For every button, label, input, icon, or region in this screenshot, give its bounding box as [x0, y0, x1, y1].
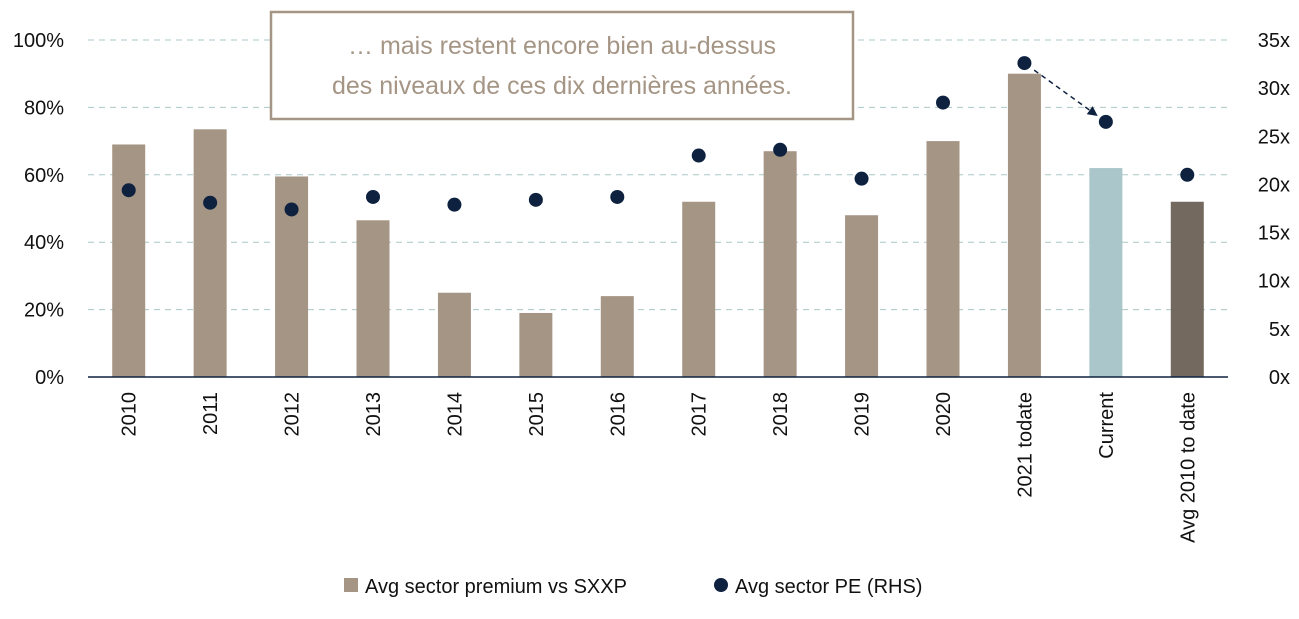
x-tick-2014: 2014: [444, 392, 466, 437]
right-tick-10: 10x: [1258, 271, 1290, 293]
right-tick-15: 15x: [1258, 223, 1290, 245]
pe-dot-2015: [528, 192, 543, 207]
pe-dot-2020: [936, 95, 950, 110]
x-tick-2013: 2013: [363, 392, 385, 437]
right-axis-ticks: 0x 5x 10x 15x 20x 25x 30x 35x: [1258, 30, 1290, 389]
pe-dot-2014: [447, 197, 462, 212]
right-tick-25: 25x: [1258, 126, 1290, 148]
bar-2017: [682, 201, 716, 377]
pe-dot-current: [1098, 114, 1113, 129]
x-axis-ticks: 2010 2011 2012 2013 2014 2015 2016 2017 2018 2019…: [119, 392, 1200, 543]
bar-current: [1089, 168, 1123, 377]
bar-2010: [112, 144, 146, 377]
pe-dot-2017: [691, 148, 706, 163]
pe-dot-2021-todate: [1017, 56, 1032, 71]
left-tick-60: 60%: [24, 165, 64, 187]
bar-2021-todate: [1007, 73, 1041, 377]
left-tick-100: 100%: [13, 30, 64, 52]
pe-dot-2016: [610, 189, 625, 204]
right-tick-30: 30x: [1258, 78, 1290, 100]
bar-2014: [437, 292, 471, 377]
pe-dot-2018: [773, 142, 788, 157]
x-tick-2021-todate: 2021 todate: [1014, 392, 1036, 498]
pe-dots-series: [121, 56, 1195, 217]
x-tick-2017: 2017: [689, 392, 711, 437]
pe-dot-2011: [203, 195, 218, 210]
pe-dot-avg-2010-to-date: [1180, 167, 1195, 182]
legend-dot-swatch: [714, 578, 728, 592]
pe-dot-2010: [121, 183, 136, 198]
right-tick-5: 5x: [1269, 319, 1290, 341]
bar-2020: [926, 141, 960, 377]
left-tick-80: 80%: [24, 97, 64, 119]
pe-dot-2013: [366, 189, 380, 204]
left-tick-20: 20%: [24, 300, 64, 322]
left-axis-ticks: 0% 20% 40% 60% 80% 100%: [13, 30, 64, 389]
trend-arrow: [1033, 69, 1098, 116]
pe-dot-2019: [854, 171, 869, 186]
annotation-line-2: des niveaux de ces dix dernières années.: [332, 72, 792, 100]
x-tick-avg-2010-to-date: Avg 2010 to date: [1177, 392, 1199, 543]
right-tick-35: 35x: [1258, 30, 1290, 52]
bars-series: [112, 73, 1204, 377]
legend-dot-label: Avg sector PE (RHS): [735, 576, 922, 598]
x-tick-2015: 2015: [526, 392, 548, 437]
left-tick-0: 0%: [35, 367, 64, 389]
x-tick-2018: 2018: [770, 392, 792, 437]
x-tick-2020: 2020: [933, 392, 955, 437]
bar-avg-2010-to-date: [1170, 201, 1204, 377]
pe-dot-2012: [284, 202, 299, 217]
annotation-line-1: … mais restent encore bien au-dessus: [348, 32, 776, 60]
right-tick-20: 20x: [1258, 174, 1290, 196]
annotation-box: … mais restent encore bien au-dessus des…: [269, 10, 855, 121]
bar-2011: [193, 129, 227, 377]
right-tick-0: 0x: [1269, 367, 1290, 389]
x-tick-2011: 2011: [200, 392, 222, 435]
bar-2013: [356, 220, 390, 377]
x-tick-2012: 2012: [282, 392, 304, 437]
bar-2018: [763, 151, 797, 377]
bar-2015: [519, 312, 553, 377]
legend-bar-swatch: [344, 578, 358, 592]
x-tick-2016: 2016: [607, 392, 629, 437]
x-tick-2019: 2019: [852, 392, 874, 437]
bar-2019: [845, 215, 879, 377]
legend-bar-label: Avg sector premium vs SXXP: [365, 576, 627, 598]
bar-2016: [600, 296, 634, 377]
x-tick-current: Current: [1096, 392, 1118, 459]
left-tick-40: 40%: [24, 232, 64, 254]
legend: Avg sector premium vs SXXP Avg sector PE…: [344, 576, 922, 598]
x-tick-2010: 2010: [119, 392, 141, 437]
